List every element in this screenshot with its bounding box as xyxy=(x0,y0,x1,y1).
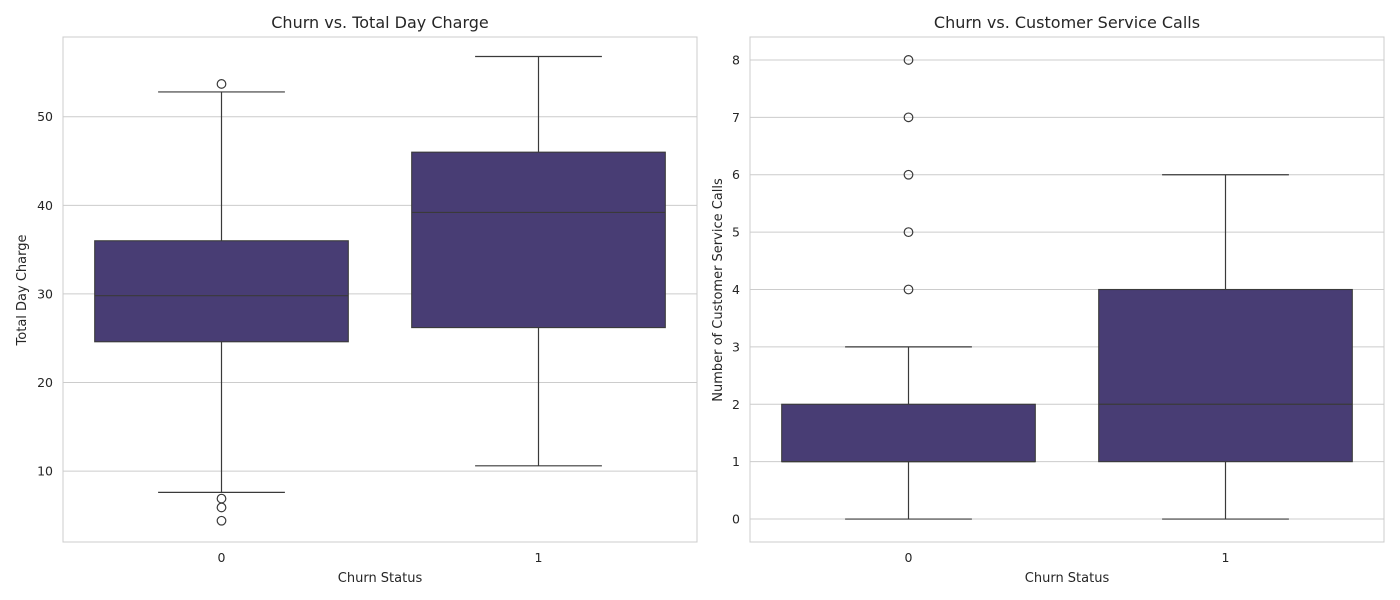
y-tick-label: 5 xyxy=(732,225,740,240)
chart-title: Churn vs. Total Day Charge xyxy=(271,13,489,32)
box-group-1 xyxy=(1098,174,1353,520)
y-tick-label: 40 xyxy=(37,198,53,213)
x-tick-label: 0 xyxy=(218,550,226,565)
axes-frame xyxy=(62,36,698,543)
plot-area xyxy=(62,36,698,543)
box-iqr xyxy=(94,240,349,343)
x-tick-label: 0 xyxy=(905,550,913,565)
outlier-point xyxy=(216,502,227,513)
y-tick-label: 6 xyxy=(732,167,740,182)
box-group-0 xyxy=(94,79,349,526)
outlier-point xyxy=(903,112,914,123)
y-tick-label: 3 xyxy=(732,339,740,354)
y-tick-label: 7 xyxy=(732,110,740,125)
y-tick-label: 2 xyxy=(732,397,740,412)
y-tick-label: 8 xyxy=(732,52,740,67)
x-axis-label: Churn Status xyxy=(338,571,423,586)
outlier-point xyxy=(216,493,227,504)
box-iqr xyxy=(1098,288,1353,463)
box-group-1 xyxy=(411,55,666,467)
box-iqr xyxy=(411,151,666,329)
customer-service-calls-boxplot: Churn vs. Customer Service Calls Churn S… xyxy=(711,13,1385,586)
axes-frame xyxy=(749,36,1385,543)
outlier-point xyxy=(903,227,914,238)
y-axis-label: Total Day Charge xyxy=(15,235,30,347)
outlier-point xyxy=(216,79,227,89)
box-iqr xyxy=(781,403,1036,463)
chart-title: Churn vs. Customer Service Calls xyxy=(934,13,1200,32)
outlier-point xyxy=(903,284,914,295)
y-tick-label: 10 xyxy=(37,464,53,479)
box-group-0 xyxy=(781,55,1036,520)
outlier-point xyxy=(903,169,914,180)
y-tick-label: 1 xyxy=(732,454,740,469)
y-tick-label: 0 xyxy=(732,512,740,527)
x-tick-label: 1 xyxy=(1222,550,1230,565)
outlier-point xyxy=(216,515,227,526)
y-tick-label: 50 xyxy=(37,109,53,124)
y-tick-label: 20 xyxy=(37,375,53,390)
total-day-charge-boxplot: Churn vs. Total Day Charge Churn Status … xyxy=(15,13,698,586)
x-axis-label: Churn Status xyxy=(1025,571,1110,586)
y-tick-label: 30 xyxy=(37,286,53,301)
y-axis-label: Number of Customer Service Calls xyxy=(711,178,726,402)
outlier-point xyxy=(903,55,914,65)
plot-area xyxy=(749,36,1385,543)
x-tick-label: 1 xyxy=(535,550,543,565)
y-tick-label: 4 xyxy=(732,282,740,297)
